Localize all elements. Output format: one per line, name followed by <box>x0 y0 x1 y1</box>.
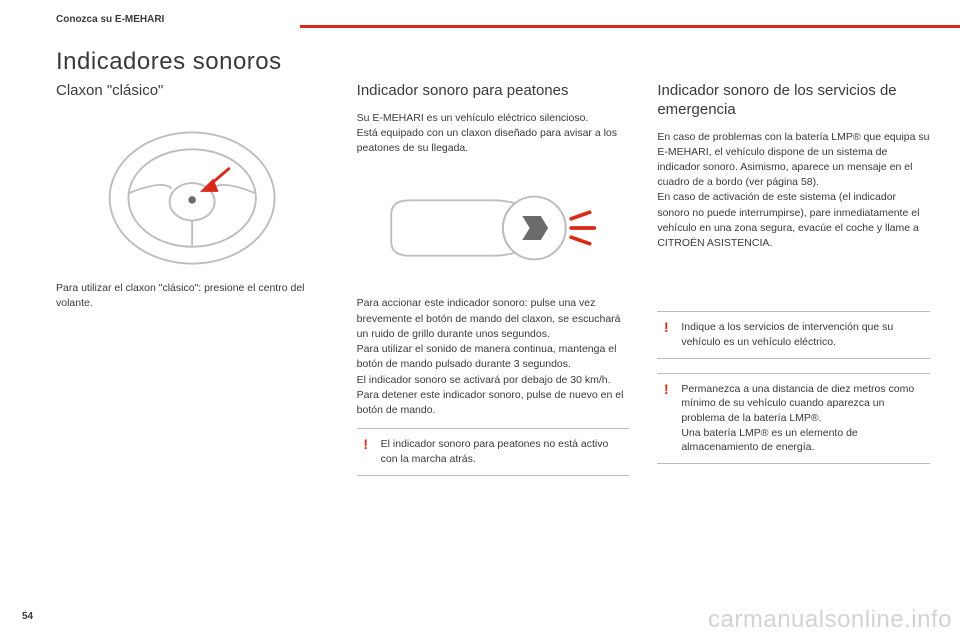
page-title: Indicadores sonoros <box>56 48 282 76</box>
breadcrumb: Conozca su E-MEHARI <box>56 14 960 25</box>
page-number: 54 <box>22 611 33 622</box>
figure-horn-stalk <box>357 168 630 288</box>
warn-text-emergencia-2: Permanezca a una distancia de diez metro… <box>681 382 928 455</box>
body-peatones: Para accionar este indicador sonoro: pul… <box>357 296 630 418</box>
warning-icon: ! <box>659 382 673 396</box>
col-claxon-clasico: Claxon "clásico" Para utilizar el claxo <box>56 82 329 476</box>
warn-box-emergencia-1: ! Indique a los servicios de intervenció… <box>657 311 930 358</box>
warn-text-peatones: El indicador sonoro para peatones no est… <box>381 437 628 466</box>
warning-icon: ! <box>659 320 673 334</box>
figure-steering-wheel <box>56 123 329 273</box>
watermark: carmanualsonline.info <box>708 606 952 634</box>
intro-peatones: Su E-MEHARI es un vehículo eléctrico sil… <box>357 111 630 157</box>
warn-box-emergencia-2: ! Permanezca a una distancia de diez met… <box>657 373 930 464</box>
body-emergencia: En caso de problemas con la batería LMP®… <box>657 130 930 252</box>
columns: Claxon "clásico" Para utilizar el claxo <box>56 82 930 476</box>
accent-bar <box>300 25 960 28</box>
warning-icon: ! <box>359 437 373 451</box>
subhead-claxon: Claxon "clásico" <box>56 82 329 101</box>
warn-box-peatones: ! El indicador sonoro para peatones no e… <box>357 428 630 475</box>
warn-text-emergencia-1: Indique a los servicios de intervención … <box>681 320 928 349</box>
col-indicador-peatones: Indicador sonoro para peatones Su E-MEHA… <box>357 82 630 476</box>
caption-claxon: Para utilizar el claxon "clásico": presi… <box>56 281 329 311</box>
subhead-peatones: Indicador sonoro para peatones <box>357 82 630 101</box>
col-indicador-emergencia: Indicador sonoro de los servicios de eme… <box>657 82 930 476</box>
subhead-emergencia: Indicador sonoro de los servicios de eme… <box>657 82 930 120</box>
